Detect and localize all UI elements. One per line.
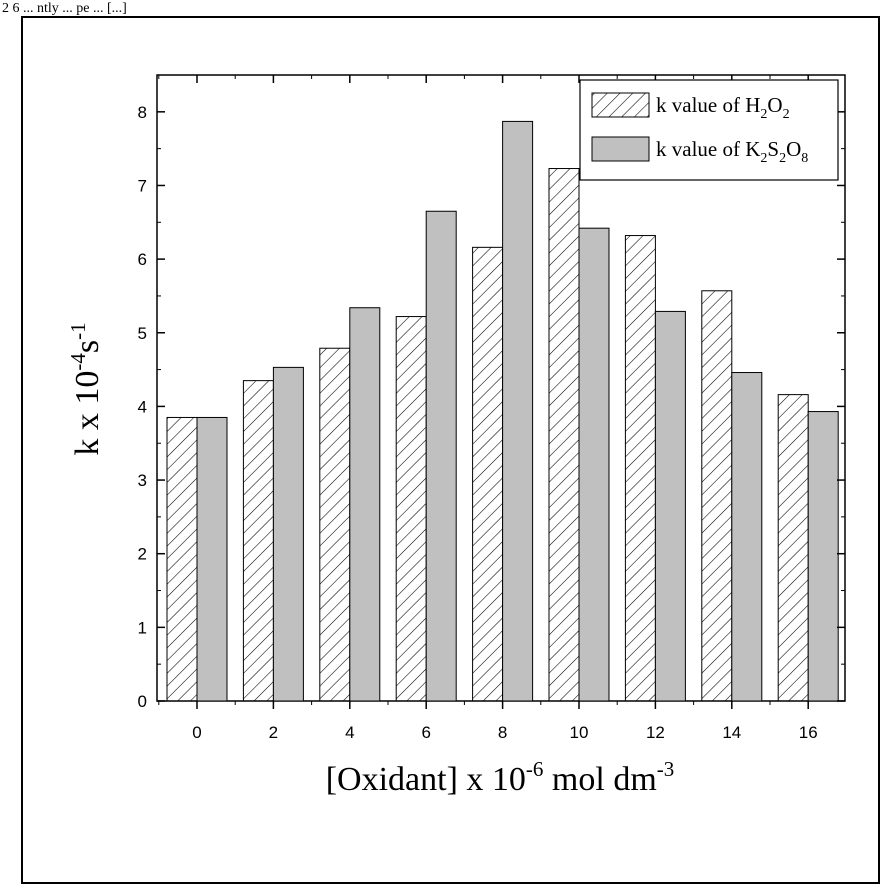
bar-h2o2-4: [319, 347, 351, 702]
bar-h2o2-16: [777, 394, 809, 702]
x-tick-label-8: 8: [498, 723, 507, 742]
x-axis-title: [Oxidant] x 10-6 mol dm-3: [326, 757, 675, 798]
x-tick-label-10: 10: [570, 723, 589, 742]
bar-k2s2o8-2: [272, 366, 304, 702]
legend-label-k2s2o8-s: S: [767, 137, 779, 161]
x-tick-label-4: 4: [345, 723, 354, 742]
x-tick-label-6: 6: [421, 723, 430, 742]
y-tick-label-6: 6: [138, 250, 147, 269]
figure-frame: [21, 16, 880, 884]
bar-k2s2o8-8: [502, 120, 534, 702]
x-tick-label-16: 16: [799, 723, 818, 742]
y-tick-label-8: 8: [138, 103, 147, 122]
legend-label-k2s2o8-o: O: [786, 137, 801, 161]
y-axis-title-sup1: -4: [66, 353, 90, 371]
bar-h2o2-0: [166, 416, 198, 702]
bar-k2s2o8-14: [731, 372, 763, 702]
bar-k2s2o8-12: [654, 310, 686, 702]
x-axis-title-main: [Oxidant] x 10: [326, 761, 526, 798]
legend-label-k2s2o8: k value of K2S2O8: [656, 137, 808, 166]
bar-k2s2o8-10: [578, 227, 610, 702]
bar-k2s2o8-16: [807, 411, 839, 702]
legend: k value of H2O2 k value of K2S2O8: [579, 79, 839, 181]
x-axis: 0 2 4 6 8 10 12 14 16: [158, 75, 818, 742]
y-axis-title: k x 10-4s-1: [66, 322, 106, 455]
legend-label-k2s2o8-main: k value of K: [656, 137, 760, 161]
legend-label-h2o2-o: O: [767, 93, 782, 117]
y-tick-label-4: 4: [138, 397, 147, 416]
legend-swatch-k2s2o8: [591, 136, 650, 162]
y-axis-title-sup2: -1: [66, 322, 90, 340]
legend-swatch-h2o2: [591, 92, 650, 118]
y-tick-label-7: 7: [138, 176, 147, 195]
y-tick-label-3: 3: [138, 471, 147, 490]
y-tick-label-5: 5: [138, 324, 147, 343]
bar-h2o2-6: [395, 316, 427, 702]
x-tick-label-0: 0: [192, 723, 201, 742]
bar-h2o2-2: [242, 380, 274, 702]
bar-group: [166, 120, 839, 702]
bar-k2s2o8-4: [349, 307, 381, 702]
legend-label-h2o2-main: k value of H: [656, 93, 760, 117]
legend-label-k2s2o8-sub1: 2: [760, 151, 767, 166]
y-axis: 0 1 2 3 4 5 6 7 8: [138, 74, 845, 711]
bar-h2o2-8: [472, 246, 504, 702]
bar-k2s2o8-0: [196, 416, 228, 702]
bar-h2o2-14: [701, 290, 733, 702]
legend-label-k2s2o8-sub3: 8: [801, 151, 808, 166]
y-axis-title-main: k x 10: [69, 371, 106, 456]
x-axis-title-sup1: -6: [526, 757, 544, 781]
y-axis-title-mid: s: [69, 340, 106, 353]
y-tick-label-0: 0: [138, 692, 147, 711]
bar-k2s2o8-6: [425, 210, 457, 702]
legend-label-h2o2: k value of H2O2: [656, 93, 790, 122]
legend-label-h2o2-sub2: 2: [783, 107, 790, 122]
bar-h2o2-10: [548, 168, 580, 702]
y-tick-label-2: 2: [138, 545, 147, 564]
y-tick-label-1: 1: [138, 618, 147, 637]
x-axis-title-sup2: -3: [657, 757, 675, 781]
legend-label-h2o2-sub1: 2: [760, 107, 767, 122]
bar-h2o2-12: [624, 235, 656, 702]
legend-label-k2s2o8-sub2: 2: [779, 151, 786, 166]
x-tick-label-14: 14: [722, 723, 741, 742]
x-axis-title-rest: mol dm: [543, 761, 656, 798]
x-tick-label-12: 12: [646, 723, 665, 742]
x-tick-label-2: 2: [269, 723, 278, 742]
top-caption: 2 6 ... ntly ... pe ... [...]: [2, 1, 127, 16]
